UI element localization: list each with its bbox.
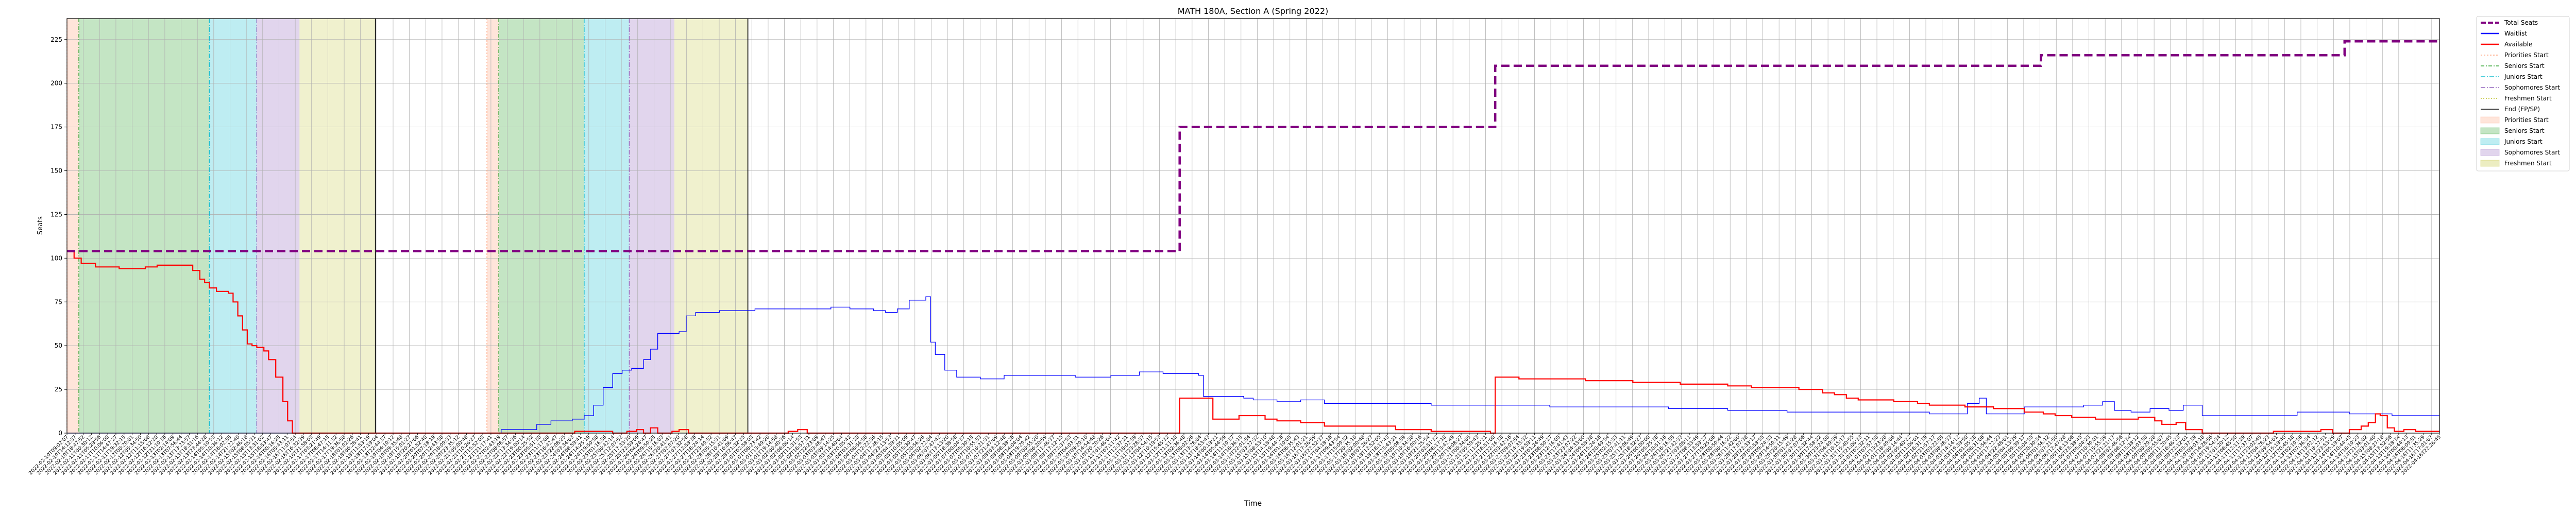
legend-label: Freshmen Start: [2504, 160, 2552, 167]
legend-patch-juniors: [2480, 138, 2500, 145]
series-available-line: [67, 250, 2439, 434]
legend-patch-seniors: [2480, 127, 2500, 134]
series-lines: [67, 40, 2439, 434]
legend-label: Sophomores Start: [2504, 149, 2560, 156]
region-juniors: [584, 19, 630, 433]
legend-label: Sophomores Start: [2504, 84, 2560, 91]
y-tick-label: 225: [50, 36, 62, 43]
region-sophomores: [257, 19, 300, 433]
legend-box: [2476, 16, 2570, 171]
y-tick-label: 50: [55, 342, 62, 349]
region-priorities: [487, 19, 499, 433]
legend-label: Available: [2504, 41, 2532, 48]
region-seniors: [79, 19, 210, 433]
legend-label: Juniors Start: [2504, 138, 2543, 145]
legend-label: Priorities Start: [2504, 116, 2549, 124]
plot-frame: [66, 18, 2440, 434]
legend: Total Seats Waitlist Available Priorities S…: [2476, 16, 2570, 171]
legend-label: Seniors Start: [2504, 127, 2545, 134]
region-freshmen: [674, 19, 748, 433]
x-axis-label: Time: [1244, 500, 1262, 508]
legend-patch-freshmen: [2480, 160, 2500, 167]
region-sophomores: [629, 19, 674, 433]
y-tick-label: 200: [50, 80, 62, 87]
series-total-line: [67, 40, 2439, 253]
y-tick-label: 150: [50, 167, 62, 175]
legend-label: Seniors Start: [2504, 62, 2545, 70]
region-seniors: [499, 19, 584, 433]
region-priorities: [67, 19, 79, 433]
y-tick-label: 75: [55, 298, 62, 305]
legend-label: End (FP/SP): [2504, 106, 2540, 113]
legend-label: Juniors Start: [2504, 73, 2543, 80]
y-tick-label: 0: [58, 430, 62, 437]
x-axis-ticks: 2022-02-10T09:02:072022-02-10T14:12:3720…: [28, 433, 2442, 476]
region-juniors: [209, 19, 257, 433]
y-tick-label: 25: [55, 386, 62, 393]
chart-title: MATH 180A, Section A (Spring 2022): [1178, 6, 1329, 16]
y-tick-label: 125: [50, 211, 62, 218]
grid: [66, 19, 2439, 434]
y-axis-ticks: 0 25 50 75 100 125 150 175 200 225: [50, 36, 67, 437]
legend-patch-sophomores: [2480, 149, 2500, 156]
series-waitlist-line: [67, 296, 2439, 434]
region-freshmen: [299, 19, 376, 433]
y-tick-label: 100: [50, 254, 62, 262]
y-tick-label: 175: [50, 124, 62, 131]
legend-patch-priorities: [2480, 116, 2500, 124]
legend-label: Priorities Start: [2504, 52, 2549, 59]
legend-label: Waitlist: [2504, 30, 2527, 37]
legend-label: Total Seats: [2504, 19, 2538, 26]
shaded-regions: [67, 19, 748, 433]
y-axis-label: Seats: [37, 216, 44, 235]
legend-label: Freshmen Start: [2504, 95, 2552, 102]
